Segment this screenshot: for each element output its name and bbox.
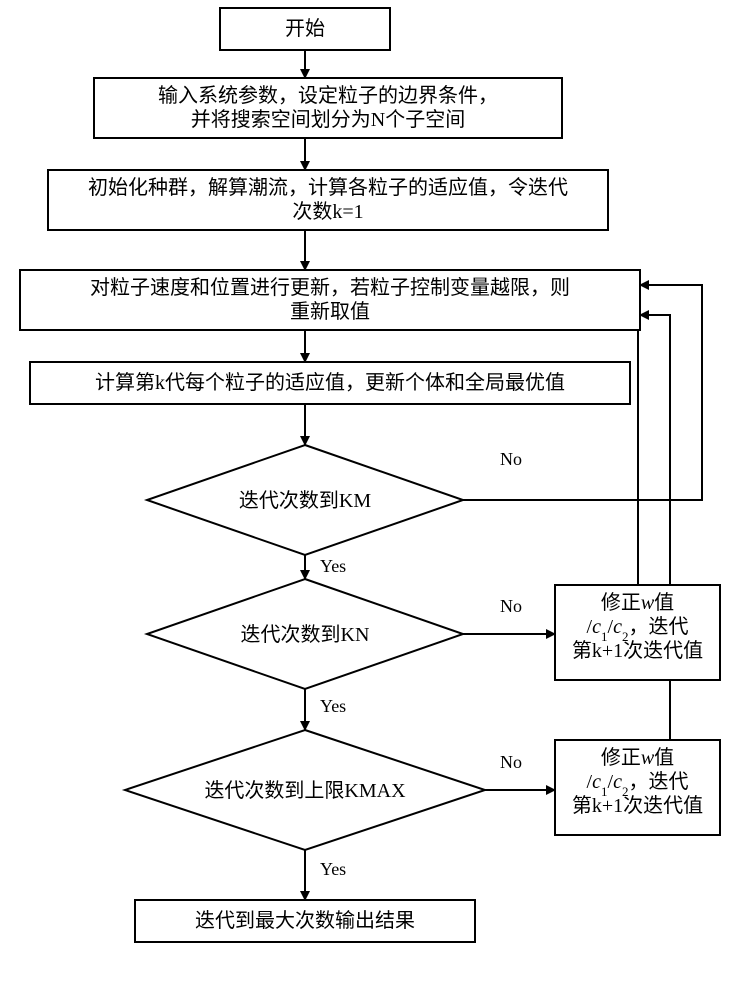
flowchart-canvas: 开始输入系统参数，设定粒子的边界条件，并将搜索空间划分为N个子空间初始化种群，解… — [0, 0, 743, 1000]
node-text-n4: 计算第k代每个粒子的适应值，更新个体和全局最优值 — [95, 371, 565, 394]
edge-label-9: Yes — [320, 696, 346, 716]
node-text-d1: 迭代次数到KM — [239, 489, 371, 512]
node-text-d2: 迭代次数到KN — [241, 623, 370, 646]
edge-label-12: Yes — [320, 859, 346, 879]
edge-label-10: No — [500, 752, 522, 772]
edge-8 — [638, 300, 640, 585]
node-text-start: 开始 — [285, 17, 325, 40]
edge-label-5: No — [500, 449, 522, 469]
node-text-end: 迭代到最大次数输出结果 — [195, 909, 415, 932]
node-text-d3: 迭代次数到上限KMAX — [204, 779, 406, 802]
edge-label-6: Yes — [320, 556, 346, 576]
edge-label-7: No — [500, 596, 522, 616]
